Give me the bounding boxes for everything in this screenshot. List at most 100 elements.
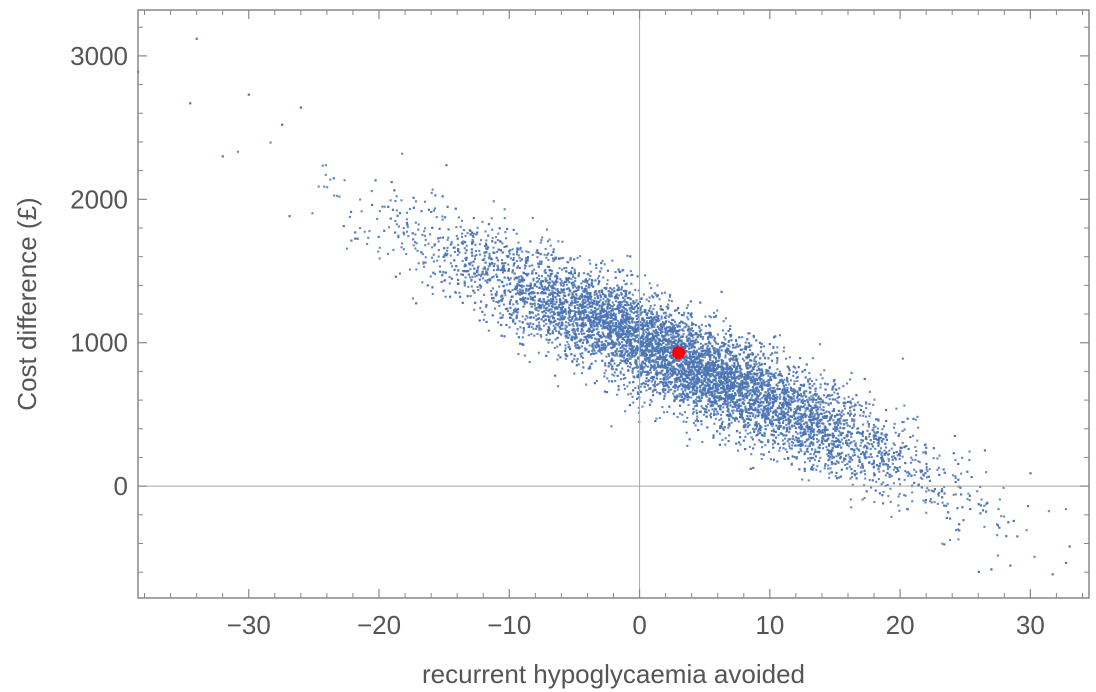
scatter-point	[598, 291, 601, 294]
scatter-point	[705, 346, 708, 349]
scatter-point	[657, 314, 660, 317]
scatter-point	[511, 271, 514, 274]
scatter-point	[724, 354, 727, 357]
scatter-point	[491, 287, 494, 290]
scatter-point	[649, 356, 652, 359]
scatter-point	[631, 371, 634, 374]
scatter-point	[501, 242, 504, 245]
scatter-point	[784, 383, 787, 386]
scatter-point	[497, 232, 500, 235]
scatter-point	[464, 235, 467, 238]
scatter-point	[784, 401, 787, 404]
scatter-point	[628, 297, 631, 300]
scatter-point	[474, 257, 477, 260]
scatter-point	[700, 383, 703, 386]
scatter-point	[565, 266, 568, 269]
scatter-point	[742, 409, 745, 412]
scatter-point	[763, 434, 766, 437]
scatter-point	[441, 218, 444, 221]
scatter-point	[789, 379, 792, 382]
scatter-point	[601, 305, 604, 308]
scatter-point	[430, 191, 433, 194]
scatter-point	[666, 411, 669, 414]
scatter-point	[799, 393, 802, 396]
scatter-point	[606, 283, 609, 286]
scatter-point	[681, 413, 684, 416]
scatter-point	[807, 378, 810, 381]
scatter-point	[732, 359, 735, 362]
scatter-point	[699, 388, 702, 391]
scatter-point	[689, 343, 692, 346]
scatter-point	[611, 309, 614, 312]
scatter-point	[805, 450, 808, 453]
scatter-point	[684, 389, 687, 392]
scatter-point	[800, 395, 803, 398]
scatter-point	[511, 295, 514, 298]
scatter-point	[476, 226, 479, 229]
scatter-point	[787, 420, 790, 423]
scatter-point	[613, 342, 616, 345]
scatter-point	[898, 457, 901, 460]
scatter-point	[454, 291, 457, 294]
scatter-point	[547, 281, 550, 284]
scatter-point	[360, 210, 363, 213]
scatter-point	[872, 423, 875, 426]
scatter-point	[616, 320, 619, 323]
scatter-point	[611, 345, 614, 348]
scatter-point	[754, 397, 757, 400]
scatter-point	[697, 347, 700, 350]
scatter-point	[411, 297, 414, 300]
scatter-point	[593, 307, 596, 310]
scatter-point	[664, 392, 667, 395]
scatter-point	[873, 501, 876, 504]
scatter-point	[791, 444, 794, 447]
scatter-point	[563, 302, 566, 305]
scatter-point	[754, 365, 757, 368]
scatter-point	[686, 392, 689, 395]
scatter-point	[634, 310, 637, 313]
scatter-point	[616, 364, 619, 367]
scatter-point	[588, 311, 591, 314]
scatter-point	[519, 291, 522, 294]
scatter-point	[669, 293, 672, 296]
scatter-point	[531, 264, 534, 267]
scatter-point	[763, 433, 766, 436]
scatter-point	[898, 492, 901, 495]
scatter-point	[582, 298, 585, 301]
scatter-point	[795, 408, 798, 411]
scatter-point	[631, 306, 634, 309]
scatter-point	[848, 465, 851, 468]
scatter-point	[444, 295, 447, 298]
scatter-point	[736, 361, 739, 364]
scatter-point	[701, 406, 704, 409]
scatter-point	[849, 414, 852, 417]
scatter-point	[868, 443, 871, 446]
scatter-point	[591, 349, 594, 352]
scatter-point	[576, 347, 579, 350]
scatter-point	[567, 317, 570, 320]
scatter-point	[482, 267, 485, 270]
scatter-point	[807, 479, 810, 482]
scatter-point	[788, 445, 791, 448]
scatter-point	[747, 332, 750, 335]
scatter-point	[478, 249, 481, 252]
scatter-point	[744, 420, 747, 423]
scatter-point	[634, 324, 637, 327]
scatter-point	[607, 313, 610, 316]
scatter-point	[737, 449, 740, 452]
scatter-point	[661, 330, 664, 333]
scatter-point	[826, 420, 829, 423]
scatter-point	[625, 323, 628, 326]
scatter-point	[443, 259, 446, 262]
scatter-point	[455, 234, 458, 237]
scatter-point	[874, 447, 877, 450]
scatter-point	[629, 357, 632, 360]
scatter-point	[726, 392, 729, 395]
scatter-point	[776, 368, 779, 371]
scatter-point	[954, 493, 957, 496]
scatter-point	[528, 312, 531, 315]
scatter-point	[456, 253, 459, 256]
scatter-point	[570, 304, 573, 307]
scatter-point	[771, 425, 774, 428]
scatter-point	[635, 361, 638, 364]
